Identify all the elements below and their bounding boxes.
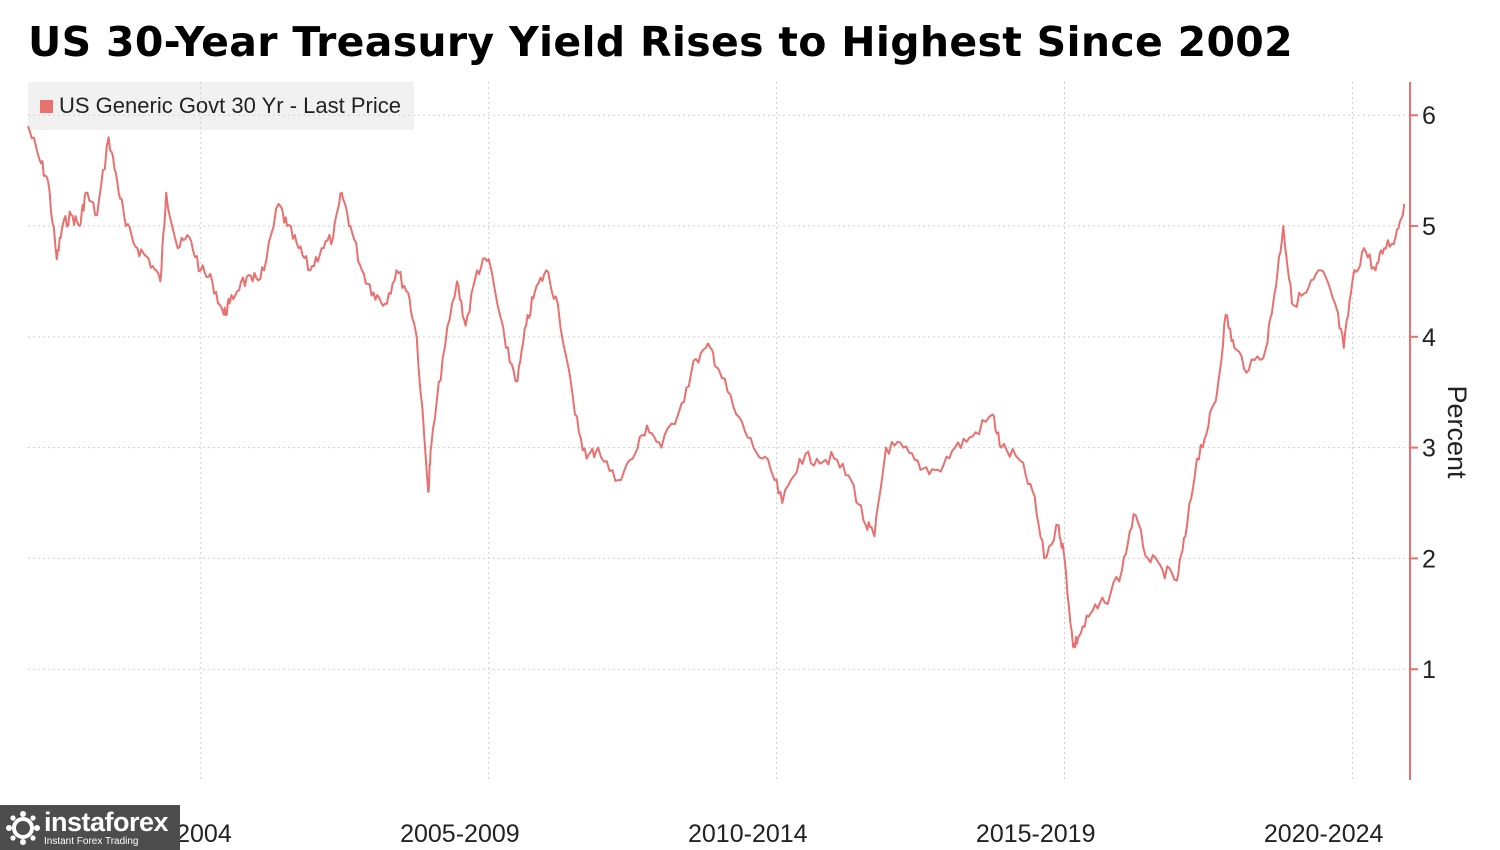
watermark-brand: instaforex	[44, 806, 169, 837]
series-line	[27, 125, 1406, 649]
instaforex-logo-icon	[6, 810, 40, 845]
y-tick-label-4: 4	[1422, 324, 1436, 352]
y-tick-label-5: 5	[1422, 213, 1436, 241]
legend-label: US Generic Govt 30 Yr - Last Price	[59, 93, 401, 118]
watermark-tagline: Instant Forex Trading	[44, 835, 139, 847]
legend-swatch	[40, 99, 53, 113]
y-tick-label-6: 6	[1422, 102, 1436, 130]
y-axis-ticks: 1 2 3 4 5 6	[1410, 102, 1436, 684]
x-tick-label-1: 2005-2009	[400, 820, 520, 848]
chart-title: US 30-Year Treasury Yield Rises to Highe…	[28, 18, 1293, 66]
watermark: instaforex Instant Forex Trading	[0, 805, 180, 850]
x-axis-ticks: 2000-20042005-20092010-20142015-20192020…	[112, 820, 1383, 848]
x-tick-label-2: 2010-2014	[688, 820, 808, 848]
y-axis-title: Percent	[1442, 385, 1472, 479]
legend: US Generic Govt 30 Yr - Last Price	[28, 82, 414, 130]
y-tick-label-2: 2	[1422, 545, 1436, 573]
y-tick-label-3: 3	[1422, 435, 1436, 463]
y-tick-label-1: 1	[1422, 656, 1436, 684]
x-tick-label-4: 2020-2024	[1264, 820, 1384, 848]
horizontal-gridlines	[28, 114, 1410, 670]
x-tick-label-3: 2015-2019	[976, 820, 1096, 848]
vertical-gridlines	[200, 82, 1353, 780]
